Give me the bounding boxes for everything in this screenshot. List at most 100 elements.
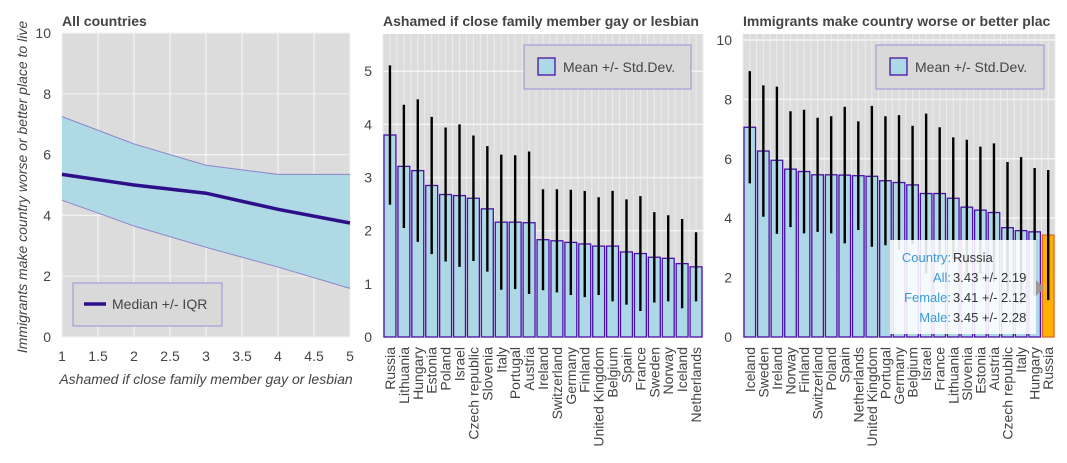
x-tick-label: 1.5 [88, 348, 108, 364]
x-tick-label: Russia [382, 347, 398, 390]
chart-title: Ashamed if close family member gay or le… [383, 13, 699, 29]
x-tick-label: France [632, 347, 648, 391]
tooltip-row-male: Male: 3.45 +/- 2.28 [890, 308, 1036, 328]
x-tick-label: Netherlands [850, 347, 866, 423]
y-tick-label: 2 [724, 270, 732, 286]
x-tick-label: Finland [796, 347, 812, 393]
tooltip-arrow-icon [1036, 280, 1044, 296]
x-tick-label: Portugal [507, 347, 523, 399]
y-tick-label: 3 [364, 170, 372, 186]
lower-quartile-line [61, 199, 351, 289]
x-tick-label: 2 [130, 348, 138, 364]
x-tick-label: Switzerland [810, 347, 826, 419]
iqr-band [62, 116, 350, 289]
x-tick-label: Iceland [742, 347, 758, 392]
y-tick-label: 6 [43, 147, 51, 163]
legend: Mean +/- Std.Dev. [523, 44, 692, 90]
y-axis-label: Immigrants make country worse or better … [14, 21, 30, 353]
upper-quartile-line [61, 116, 350, 175]
x-tick-label: Italy [1013, 347, 1029, 373]
x-tick-label: 1 [58, 348, 66, 364]
y-tick-label: 8 [724, 91, 732, 107]
legend-swatch-icon [889, 57, 908, 76]
y-tick-label: 0 [724, 329, 732, 345]
x-tick-label: Sweden [646, 347, 662, 398]
y-tick-label: 0 [43, 329, 51, 345]
x-tick-label: Hungary [1027, 347, 1043, 400]
x-tick-label: Israel [452, 347, 468, 381]
tooltip-value: 3.43 +/- 2.19 [953, 270, 1027, 285]
x-tick-label: Spain [618, 347, 634, 383]
y-tick-label: 10 [35, 25, 51, 41]
x-tick-label: Czech republic [465, 347, 481, 440]
x-tick-label: Norway [660, 347, 676, 394]
tooltip-value: 3.41 +/- 2.12 [953, 290, 1027, 305]
legend: Median +/- IQR [72, 282, 223, 327]
bar-chart-immigrants: 0 2 4 6 8 10 IcelandSwedenIrelandNorwayFinland… [716, 13, 1056, 447]
x-tick-label: Belgium [905, 347, 921, 398]
legend-label: Mean +/- Std.Dev. [915, 59, 1027, 75]
x-tick-label: Portugal [877, 347, 893, 399]
x-tick-label: Belgium [605, 347, 621, 398]
country-tooltip: Country: Russia All: 3.43 +/- 2.19 Female:… [890, 240, 1036, 334]
x-tick-label: 4.5 [304, 348, 324, 364]
y-tick-label: 1 [364, 276, 372, 292]
x-tick-label: Israel [918, 347, 934, 381]
tooltip-row-all: All: 3.43 +/- 2.19 [890, 268, 1036, 288]
x-tick-label: United Kingdom [864, 347, 880, 447]
y-tick-label: 6 [724, 151, 732, 167]
x-tick-label: 2.5 [160, 348, 180, 364]
tooltip-key: Female: [904, 290, 951, 305]
x-tick-label: Spain [837, 347, 853, 383]
tooltip-key: All: [932, 270, 951, 285]
x-tick-label: Austria [521, 347, 537, 391]
x-tick-label: Czech republic [1000, 347, 1016, 440]
bar-chart-ashamed: 0 1 2 3 4 5 RussiaLithuaniaHungaryEstoniaPolan… [364, 13, 704, 447]
y-tick-label: 8 [43, 86, 51, 102]
legend-swatch-icon [537, 57, 556, 76]
x-tick-label: Finland [577, 347, 593, 393]
y-tick-label: 5 [364, 63, 372, 79]
x-tick-label: Ireland [769, 347, 785, 390]
y-tick-label: 4 [43, 207, 51, 223]
x-tick-label: Sweden [755, 347, 771, 398]
x-tick-label: Ireland [535, 347, 551, 390]
x-tick-label: Slovenia [479, 347, 495, 401]
tooltip-row-female: Female: 3.41 +/- 2.12 [890, 288, 1036, 308]
x-tick-label: Russia [1040, 347, 1056, 390]
x-tick-label: Italy [493, 347, 509, 373]
x-tick-label: Austria [986, 347, 1002, 391]
chart-title: Immigrants make country worse or better … [743, 13, 1051, 29]
x-tick-label: Hungary [410, 347, 426, 400]
legend-label: Mean +/- Std.Dev. [563, 59, 675, 75]
x-tick-label: France [932, 347, 948, 391]
y-tick-label: 2 [43, 268, 51, 284]
x-axis-label: Ashamed if close family member gay or le… [58, 371, 353, 387]
median-line [61, 172, 351, 225]
y-tick-label: 2 [364, 223, 372, 239]
x-tick-label: 3.5 [232, 348, 252, 364]
tooltip-value: Russia [953, 250, 993, 265]
x-tick-label: Netherlands [688, 347, 704, 423]
x-tick-label: Germany [891, 347, 907, 405]
x-tick-label: Estonia [972, 347, 988, 394]
x-tick-label: 4 [274, 348, 282, 364]
x-tick-label: Poland [823, 347, 839, 391]
tooltip-row-country: Country: Russia [890, 248, 1036, 268]
tooltip-key: Male: [919, 310, 951, 325]
x-tick-label: United Kingdom [591, 347, 607, 447]
x-tick-label: Norway [782, 347, 798, 394]
line-chart-all-countries: Ashamed if close family member gay or le… [14, 13, 354, 387]
y-tick-label: 10 [716, 32, 732, 48]
y-tick-label: 4 [364, 116, 372, 132]
x-tick-label: Lithuania [396, 347, 412, 404]
y-tick-label: 0 [364, 329, 372, 345]
legend: Mean +/- Std.Dev. [875, 44, 1045, 90]
legend-label: Median +/- IQR [112, 296, 207, 312]
x-tick-label: 5 [346, 348, 354, 364]
x-tick-label: 3 [202, 348, 210, 364]
tooltip-value: 3.45 +/- 2.28 [953, 310, 1027, 325]
x-tick-label: Iceland [674, 347, 690, 392]
x-tick-label: Switzerland [549, 347, 565, 419]
